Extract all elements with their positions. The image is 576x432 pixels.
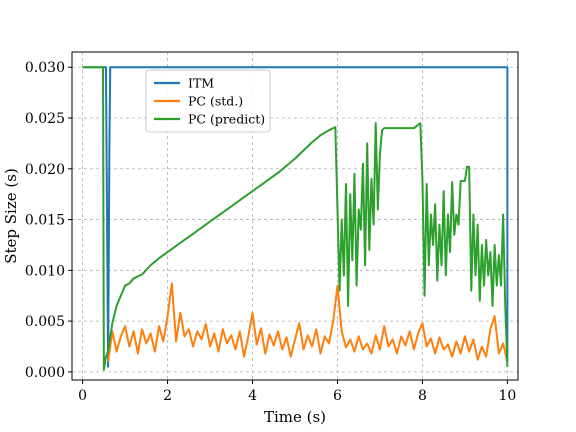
y-tick-label: 0.030 (25, 60, 65, 76)
series-layer (82, 66, 509, 371)
legend-label: PC (predict) (188, 112, 265, 127)
series-line-0 (82, 66, 509, 368)
y-tick-label: 0.015 (25, 213, 65, 229)
y-tick-label: 0.005 (25, 314, 65, 330)
x-axis-label: Time (s) (264, 408, 326, 426)
x-tick-label: 10 (498, 388, 516, 404)
legend-label: ITM (188, 76, 214, 91)
x-tick-label: 6 (333, 388, 342, 404)
y-axis-ticks: 0.000 0.005 0.010 0.015 0.020 0.025 0.030 (25, 60, 72, 381)
legend: ITM PC (std.) PC (predict) (145, 69, 271, 133)
y-axis-label: Step Size (s) (2, 168, 20, 264)
x-axis-ticks: 0 2 4 6 8 10 (78, 380, 516, 404)
x-tick-label: 4 (248, 388, 257, 404)
x-tick-label: 2 (163, 388, 172, 404)
y-tick-label: 0.000 (25, 365, 65, 381)
series-line-1 (107, 282, 509, 362)
y-tick-label: 0.020 (25, 162, 65, 178)
x-tick-label: 0 (78, 388, 87, 404)
y-tick-label: 0.025 (25, 111, 65, 127)
y-tick-label: 0.010 (25, 263, 65, 279)
x-tick-label: 8 (418, 388, 427, 404)
legend-box (145, 69, 271, 133)
axes-frame (71, 51, 519, 381)
series-line-2 (82, 66, 509, 371)
legend-label: PC (std.) (188, 94, 243, 109)
